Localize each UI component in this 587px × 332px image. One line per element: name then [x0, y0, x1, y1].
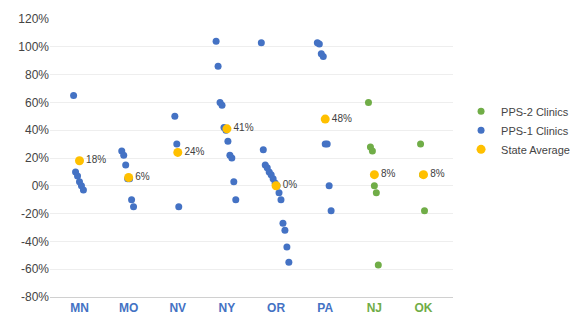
- svg-text:-80%: -80%: [21, 290, 49, 304]
- svg-text:0%: 0%: [283, 179, 298, 190]
- svg-text:NJ: NJ: [367, 301, 382, 315]
- svg-text:OR: OR: [267, 301, 285, 315]
- svg-text:24%: 24%: [184, 146, 204, 157]
- svg-text:OK: OK: [415, 301, 433, 315]
- svg-text:100%: 100%: [18, 40, 49, 54]
- svg-text:PPS-2 Clinics: PPS-2 Clinics: [501, 106, 569, 118]
- svg-text:18%: 18%: [86, 154, 106, 165]
- svg-text:NY: NY: [219, 301, 236, 315]
- svg-text:120%: 120%: [18, 12, 49, 26]
- svg-text:6%: 6%: [135, 171, 150, 182]
- svg-text:MN: MN: [70, 301, 89, 315]
- svg-text:-60%: -60%: [21, 262, 49, 276]
- svg-text:40%: 40%: [25, 123, 49, 137]
- svg-text:-20%: -20%: [21, 207, 49, 221]
- svg-text:48%: 48%: [332, 113, 352, 124]
- svg-text:PA: PA: [317, 301, 333, 315]
- svg-text:8%: 8%: [430, 168, 445, 179]
- svg-text:80%: 80%: [25, 68, 49, 82]
- svg-text:MO: MO: [119, 301, 138, 315]
- svg-text:60%: 60%: [25, 96, 49, 110]
- svg-text:41%: 41%: [234, 122, 254, 133]
- svg-text:0%: 0%: [32, 179, 50, 193]
- svg-text:20%: 20%: [25, 151, 49, 165]
- svg-text:NV: NV: [169, 301, 186, 315]
- svg-text:8%: 8%: [381, 168, 396, 179]
- svg-text:PPS-1 Clinics: PPS-1 Clinics: [501, 125, 569, 137]
- svg-text:-40%: -40%: [21, 235, 49, 249]
- svg-text:State Average: State Average: [501, 144, 570, 156]
